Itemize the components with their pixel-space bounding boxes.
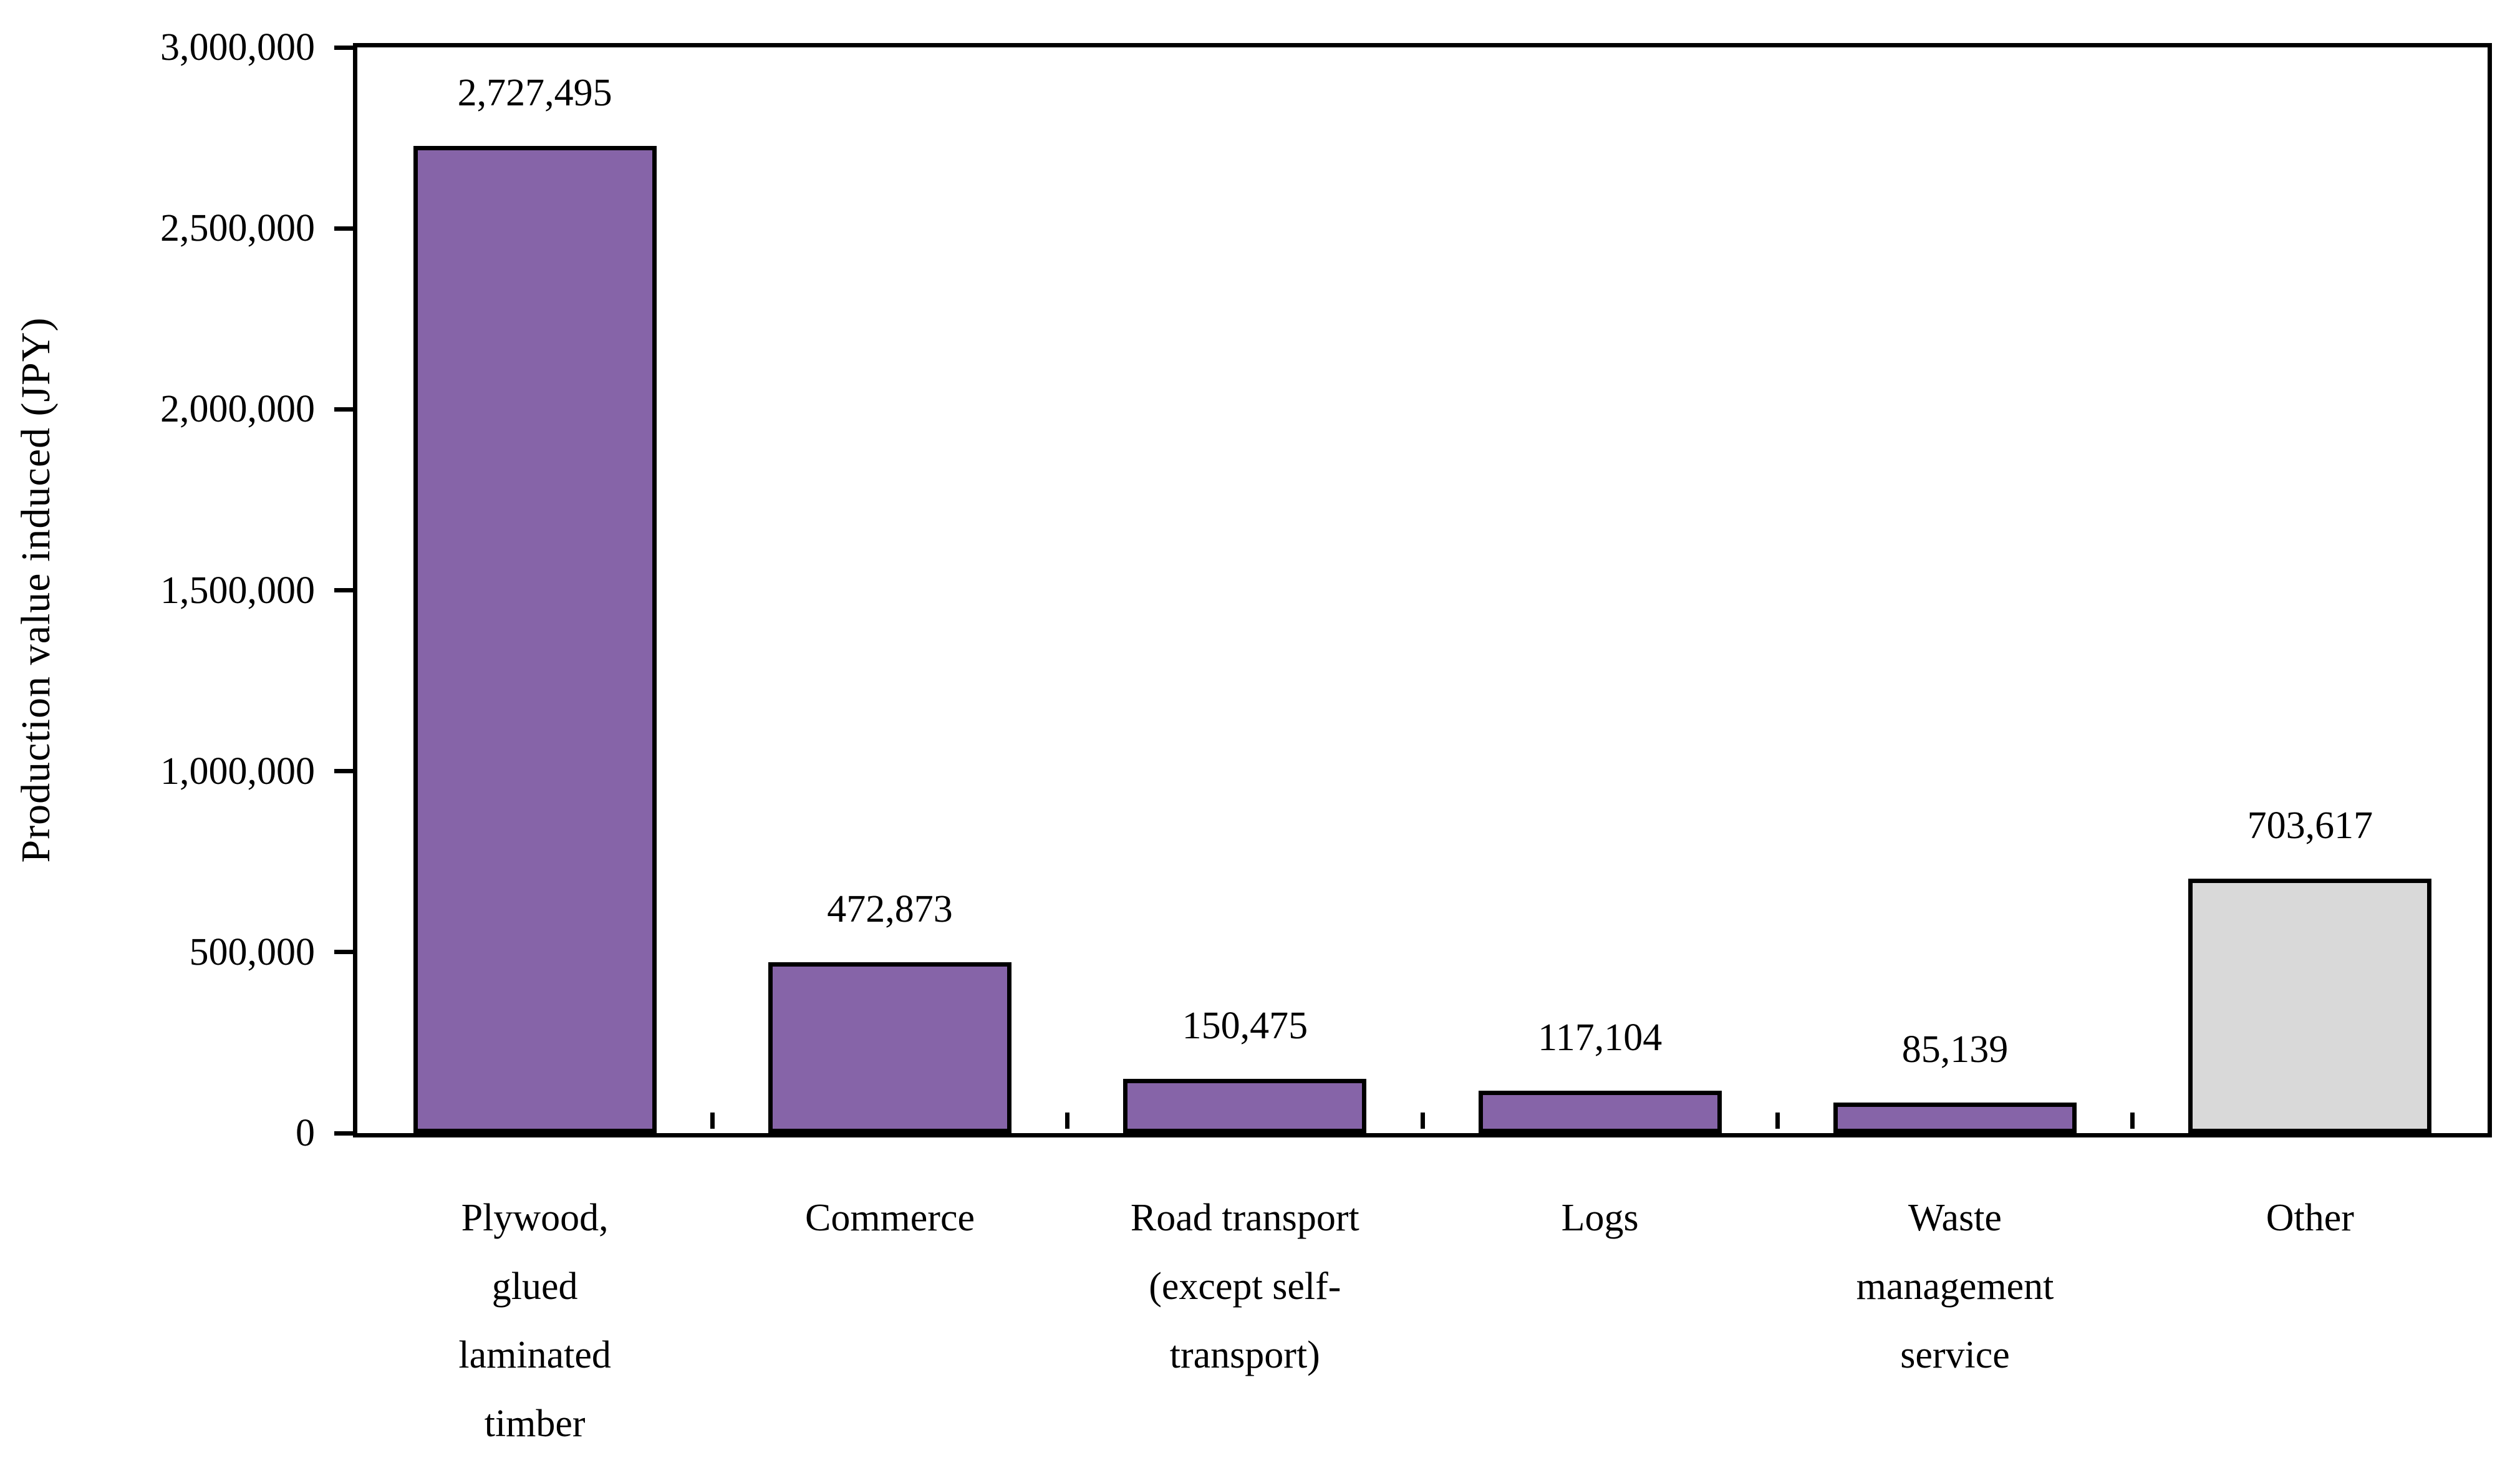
category-label: Waste management service	[1742, 1184, 2168, 1389]
category-label-line: timber	[484, 1402, 586, 1445]
y-tick-label: 1,500,000	[160, 569, 315, 612]
category-label: Logs	[1387, 1184, 1813, 1252]
category-label-line: laminated	[458, 1334, 611, 1376]
category-label-line: Plywood,	[461, 1197, 609, 1239]
x-tick-mark	[1065, 1113, 1070, 1129]
category-label-line: management	[1856, 1265, 2054, 1308]
y-tick-label: 2,000,000	[160, 388, 315, 431]
y-tick-label: 500,000	[189, 930, 316, 973]
y-tick-label: 1,000,000	[160, 750, 315, 793]
y-tick-mark	[334, 407, 353, 412]
y-tick-mark	[334, 588, 353, 592]
bar-value-label: 117,104	[1538, 1016, 1663, 1060]
y-tick-mark	[334, 1131, 353, 1136]
x-tick-mark	[1775, 1113, 1780, 1129]
y-tick-mark	[334, 769, 353, 774]
bar-value-label: 472,873	[827, 887, 953, 930]
bar-4	[1478, 1091, 1722, 1133]
category-label-line: Waste	[1908, 1197, 2002, 1239]
bar-6	[2188, 878, 2432, 1133]
category-label-line: Other	[2266, 1197, 2354, 1239]
plot-area	[353, 43, 2492, 1137]
bar-5	[1833, 1102, 2077, 1133]
y-tick-mark	[334, 950, 353, 955]
bar-value-label: 2,727,495	[457, 72, 612, 115]
category-label-line: Road transport	[1130, 1197, 1359, 1239]
category-label-line: (except self-	[1149, 1265, 1341, 1308]
bar-value-label: 703,617	[2247, 804, 2373, 847]
category-label-line: Commerce	[804, 1197, 975, 1239]
bar-3	[1123, 1078, 1367, 1133]
y-tick-label: 2,500,000	[160, 207, 315, 250]
category-label: Commerce	[677, 1184, 1103, 1252]
category-label-line: glued	[491, 1265, 578, 1308]
bar-1	[413, 146, 657, 1133]
category-label: Other	[2097, 1184, 2520, 1252]
bar-2	[768, 962, 1011, 1133]
bar-value-label: 150,475	[1182, 1004, 1308, 1047]
bar-value-label: 85,139	[1901, 1028, 2009, 1071]
x-tick-mark	[1420, 1113, 1425, 1129]
y-tick-mark	[334, 226, 353, 231]
y-tick-mark	[334, 45, 353, 50]
category-label: Road transport (except self-transport)	[1032, 1184, 1458, 1389]
category-label-line: transport)	[1169, 1334, 1320, 1376]
y-tick-label: 0	[296, 1112, 315, 1154]
category-label-line: service	[1900, 1334, 2010, 1376]
x-tick-mark	[710, 1113, 715, 1129]
category-label: Plywood, glued laminated timber	[322, 1184, 748, 1458]
y-tick-label: 3,000,000	[160, 26, 315, 69]
x-tick-mark	[2130, 1113, 2135, 1129]
category-label-line: Logs	[1561, 1197, 1639, 1239]
